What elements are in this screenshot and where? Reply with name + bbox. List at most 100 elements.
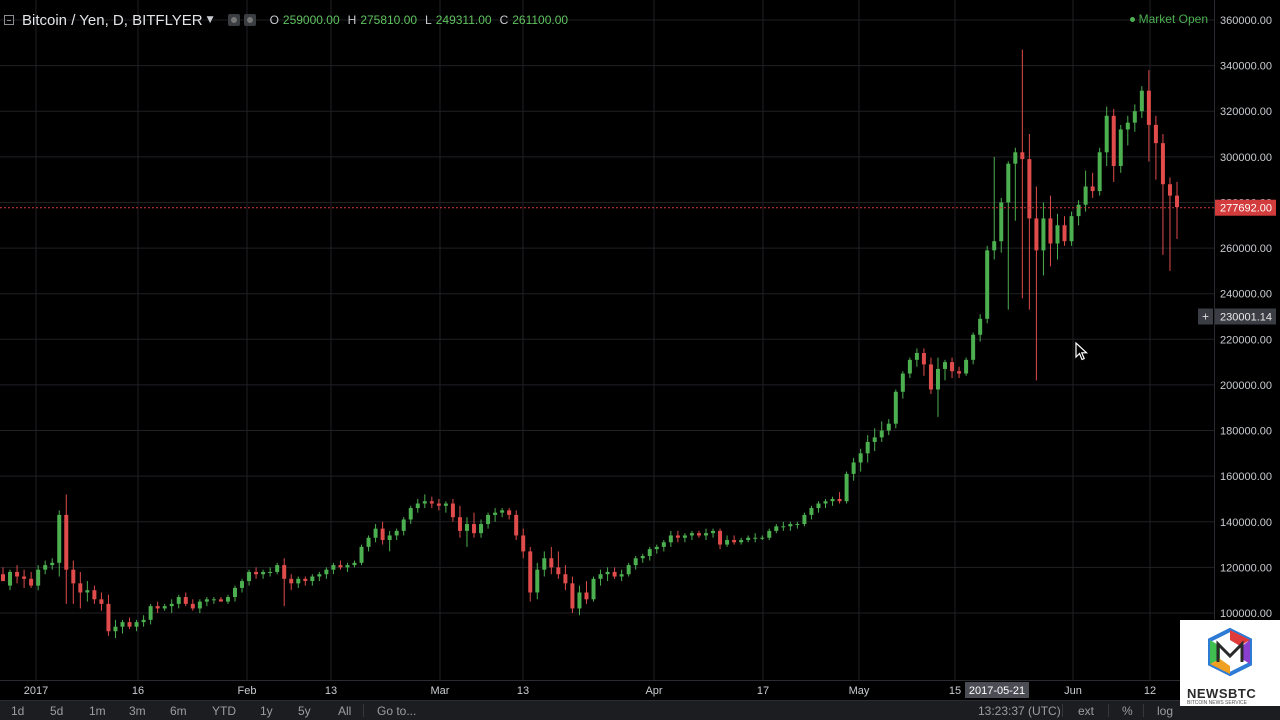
x-axis-label: 12	[1144, 685, 1156, 697]
candle-body	[809, 508, 814, 515]
x-axis-label: 13	[517, 685, 529, 697]
candle-body	[584, 592, 589, 600]
candle-body	[1153, 124, 1158, 144]
range-1y[interactable]: 1y	[260, 704, 273, 718]
candle-body	[788, 524, 793, 527]
candle-body	[1006, 163, 1011, 203]
candle-body	[1139, 90, 1144, 112]
candle-body	[514, 514, 519, 536]
candle-body	[556, 567, 561, 575]
range-ytd[interactable]: YTD	[212, 704, 236, 718]
range-1d[interactable]: 1d	[11, 704, 25, 718]
candle-body	[1090, 186, 1095, 192]
candle-body	[619, 574, 624, 577]
candle-body	[760, 537, 765, 539]
candle-body	[254, 571, 259, 575]
range-5y[interactable]: 5y	[298, 704, 311, 718]
y-axis-label: 160000.00	[1220, 471, 1272, 483]
range-all[interactable]: All	[338, 704, 352, 718]
market-status: Market Open	[1129, 12, 1208, 26]
range-1m[interactable]: 1m	[89, 704, 106, 718]
candle-body	[626, 565, 631, 575]
y-axis-label: 260000.00	[1220, 243, 1272, 255]
candle-body	[8, 571, 13, 586]
candle-body	[563, 574, 568, 584]
candle-body	[851, 462, 856, 474]
crosshair-date-badge	[965, 682, 1029, 698]
candle-body	[268, 571, 273, 573]
crosshair-date-label: 2017-05-21	[969, 685, 1025, 697]
candle-body	[141, 619, 146, 623]
y-axis-label: 200000.00	[1220, 380, 1272, 392]
candle-body	[183, 597, 188, 604]
candle-body	[155, 606, 160, 609]
candle-body	[457, 517, 462, 531]
range-6m[interactable]: 6m	[170, 704, 187, 718]
gear-icon[interactable]	[243, 14, 256, 26]
candle-body	[943, 362, 948, 369]
log-toggle[interactable]: log	[1157, 704, 1174, 718]
candle-body	[816, 503, 821, 509]
x-axis-label: Feb	[238, 685, 257, 697]
candle-body	[113, 626, 118, 632]
crosshair-plus-badge	[1198, 308, 1213, 325]
candle-body	[907, 359, 912, 374]
candle-body	[380, 528, 385, 541]
eye-icon[interactable]	[227, 14, 240, 26]
candle-body	[1118, 129, 1123, 166]
candle-body	[689, 533, 694, 536]
candle-body	[844, 473, 849, 502]
newsbtc-emblem-icon	[1208, 627, 1252, 677]
candle-body	[1027, 159, 1032, 219]
chevron-down-icon[interactable]: ▼	[206, 15, 214, 25]
candle-body	[176, 597, 181, 604]
candle-body	[985, 250, 990, 319]
crosshair-price-label: 230001.14	[1220, 311, 1272, 323]
y-axis-label: 120000.00	[1220, 562, 1272, 574]
low-value: 249311.00	[435, 13, 492, 27]
candle-body	[197, 601, 202, 609]
candle-body	[640, 555, 645, 559]
chart-header: Bitcoin / Yen, D, BITFLYER ▼ O 259000.00…	[0, 8, 576, 32]
candle-body	[1175, 195, 1179, 208]
candle-body	[29, 578, 34, 586]
candle-body	[106, 603, 111, 632]
goto-button[interactable]: Go to...	[377, 704, 417, 718]
candle-body	[310, 576, 315, 582]
x-axis-label: Jun	[1064, 685, 1082, 697]
collapse-icon[interactable]	[4, 15, 14, 25]
candle-body	[211, 599, 216, 601]
candle-body	[36, 569, 41, 586]
candle-body	[1020, 152, 1025, 160]
candle-body	[605, 571, 610, 575]
candle-body	[134, 622, 139, 627]
candle-body	[753, 537, 758, 539]
ext-toggle[interactable]: ext	[1078, 704, 1095, 718]
price-chart[interactable]: 360000.00340000.00320000.00300000.002800…	[0, 0, 1280, 700]
candle-body	[732, 540, 737, 543]
candle-body	[549, 558, 554, 568]
candle-body	[464, 524, 469, 531]
candle-body	[1104, 115, 1109, 153]
candle-body	[352, 562, 357, 566]
candle-body	[479, 524, 484, 534]
candle-body	[282, 565, 287, 579]
candle-body	[303, 578, 308, 582]
candle-body	[57, 514, 62, 563]
candle-body	[767, 530, 772, 538]
candle-body	[865, 441, 870, 454]
candle-body	[914, 352, 919, 360]
range-3m[interactable]: 3m	[129, 704, 146, 718]
y-axis-label: 360000.00	[1220, 15, 1272, 27]
symbol-title[interactable]: Bitcoin / Yen, D, BITFLYER	[22, 11, 203, 29]
candle-body	[338, 565, 343, 568]
candle-body	[935, 368, 940, 390]
range-5d[interactable]: 5d	[50, 704, 64, 718]
candle-body	[921, 352, 926, 365]
candle-body	[500, 510, 505, 513]
percent-toggle[interactable]: %	[1122, 704, 1133, 718]
logo-subtext: BITCOIN NEWS SERVICE	[1187, 700, 1247, 706]
candle-body	[837, 498, 842, 502]
candle-body	[436, 503, 441, 506]
candle-body	[781, 526, 786, 528]
